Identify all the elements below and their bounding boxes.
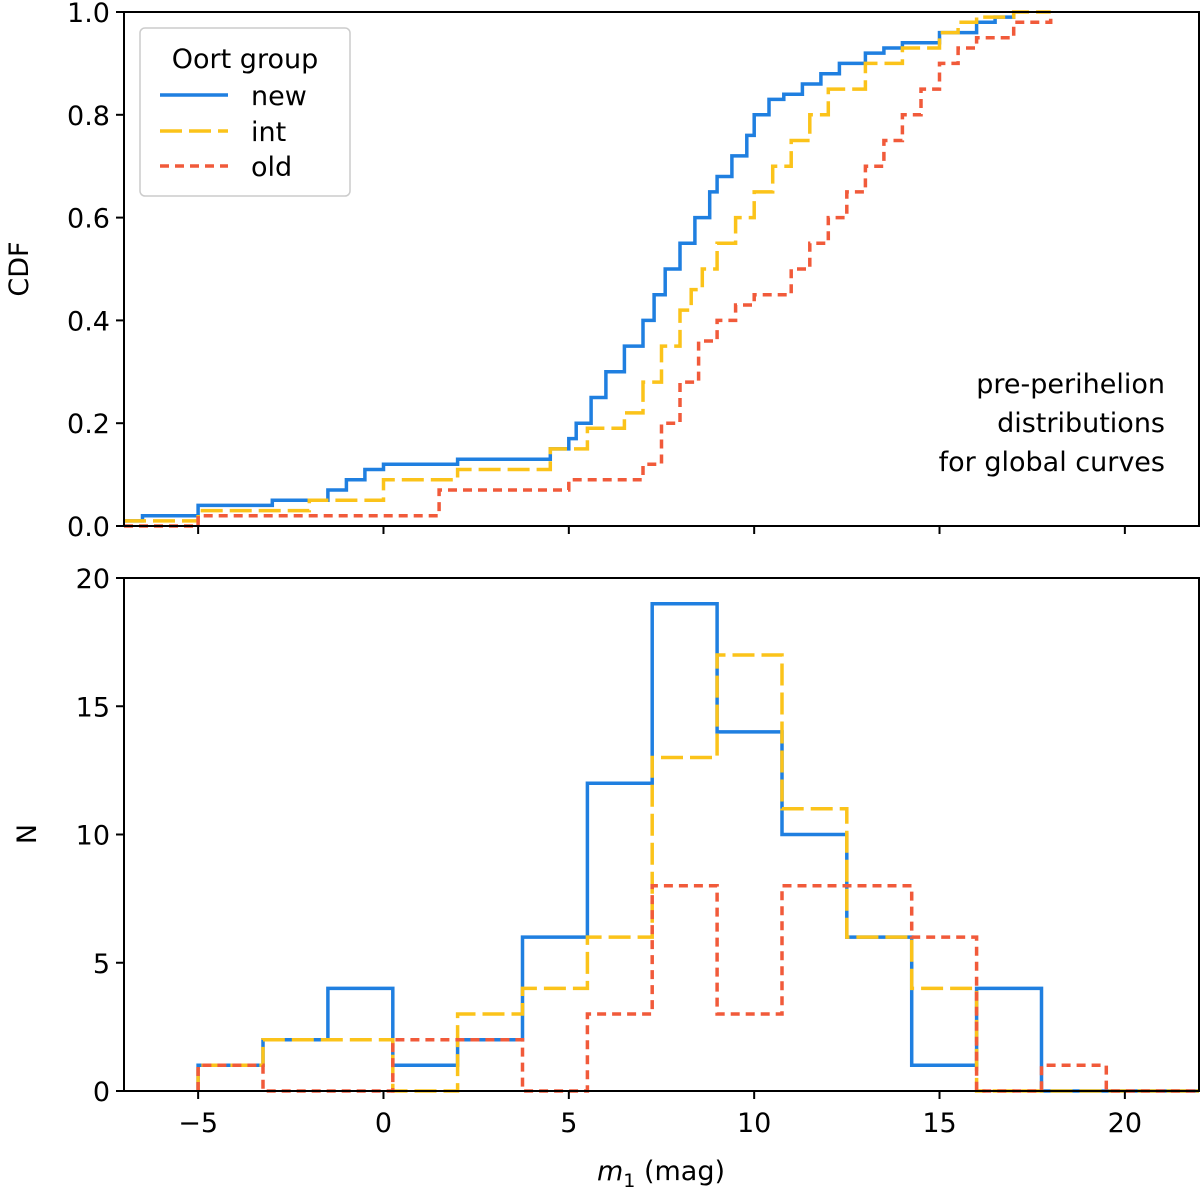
x-tick-label: 20 <box>1108 1108 1142 1139</box>
histogram-axes-frame <box>123 577 1200 1092</box>
histogram-x-ticks: −5 0 5 10 15 20 <box>178 1091 1142 1139</box>
histogram-y-ticks: 0 5 10 15 20 <box>76 564 124 1108</box>
histogram-y-tick-label: 10 <box>76 821 110 852</box>
cdf-y-tick-label: 0.2 <box>67 409 110 440</box>
cdf-series-group <box>124 10 1053 528</box>
x-axis-label-var: m <box>597 1156 623 1187</box>
x-axis-label-unit: (mag) <box>635 1156 725 1187</box>
x-tick-label: 10 <box>737 1108 771 1139</box>
annotation-line-2: distributions <box>997 408 1165 439</box>
annotation-line-3: for global curves <box>939 447 1165 478</box>
cdf-y-axis-label: CDF <box>4 241 35 296</box>
legend-box <box>139 27 351 197</box>
histogram-y-tick-label: 0 <box>93 1077 110 1108</box>
histogram-series-group <box>196 601 1199 1093</box>
histogram-y-tick-label: 5 <box>93 949 110 980</box>
cdf-y-tick-label: 1.0 <box>67 0 110 29</box>
cdf-line-new <box>124 12 1016 523</box>
cdf-y-ticks: 0.0 0.2 0.4 0.6 0.8 1.0 <box>67 0 124 543</box>
cdf-annotation: pre-perihelion distributions for global … <box>939 369 1165 478</box>
x-tick-label: −5 <box>178 1108 218 1139</box>
x-tick-label: 5 <box>560 1108 577 1139</box>
cdf-y-tick-label: 0.0 <box>67 512 110 543</box>
annotation-line-1: pre-perihelion <box>976 369 1165 400</box>
x-axis-label-sub: 1 <box>623 1170 635 1192</box>
histogram-panel: 0 5 10 15 20 −5 0 5 10 15 20 N m1 (mag) <box>12 564 1200 1192</box>
cdf-y-tick-label: 0.4 <box>67 306 110 337</box>
cdf-x-ticks <box>197 526 1126 534</box>
x-tick-label: 15 <box>922 1108 956 1139</box>
legend-label-int: int <box>251 117 286 148</box>
legend: Oort group new int old <box>139 27 351 197</box>
x-axis-label: m1 (mag) <box>597 1156 725 1192</box>
cdf-line-int <box>124 10 1051 523</box>
histogram-line-new <box>196 601 1199 1093</box>
cdf-axes-frame <box>123 11 1200 527</box>
cdf-y-tick-label: 0.6 <box>67 204 110 235</box>
histogram-y-tick-label: 20 <box>76 564 110 595</box>
legend-label-old: old <box>251 152 292 183</box>
histogram-y-tick-label: 15 <box>76 692 110 723</box>
cdf-y-tick-label: 0.8 <box>67 101 110 132</box>
cdf-panel: 0.0 0.2 0.4 0.6 0.8 1.0 CDF pre-perihelion di… <box>4 0 1200 543</box>
histogram-line-int <box>196 653 1199 1093</box>
histogram-y-axis-label: N <box>12 824 43 844</box>
x-tick-label: 0 <box>375 1108 392 1139</box>
legend-label-new: new <box>251 81 307 112</box>
cdf-line-old <box>124 12 1053 528</box>
legend-title: Oort group <box>172 44 318 75</box>
